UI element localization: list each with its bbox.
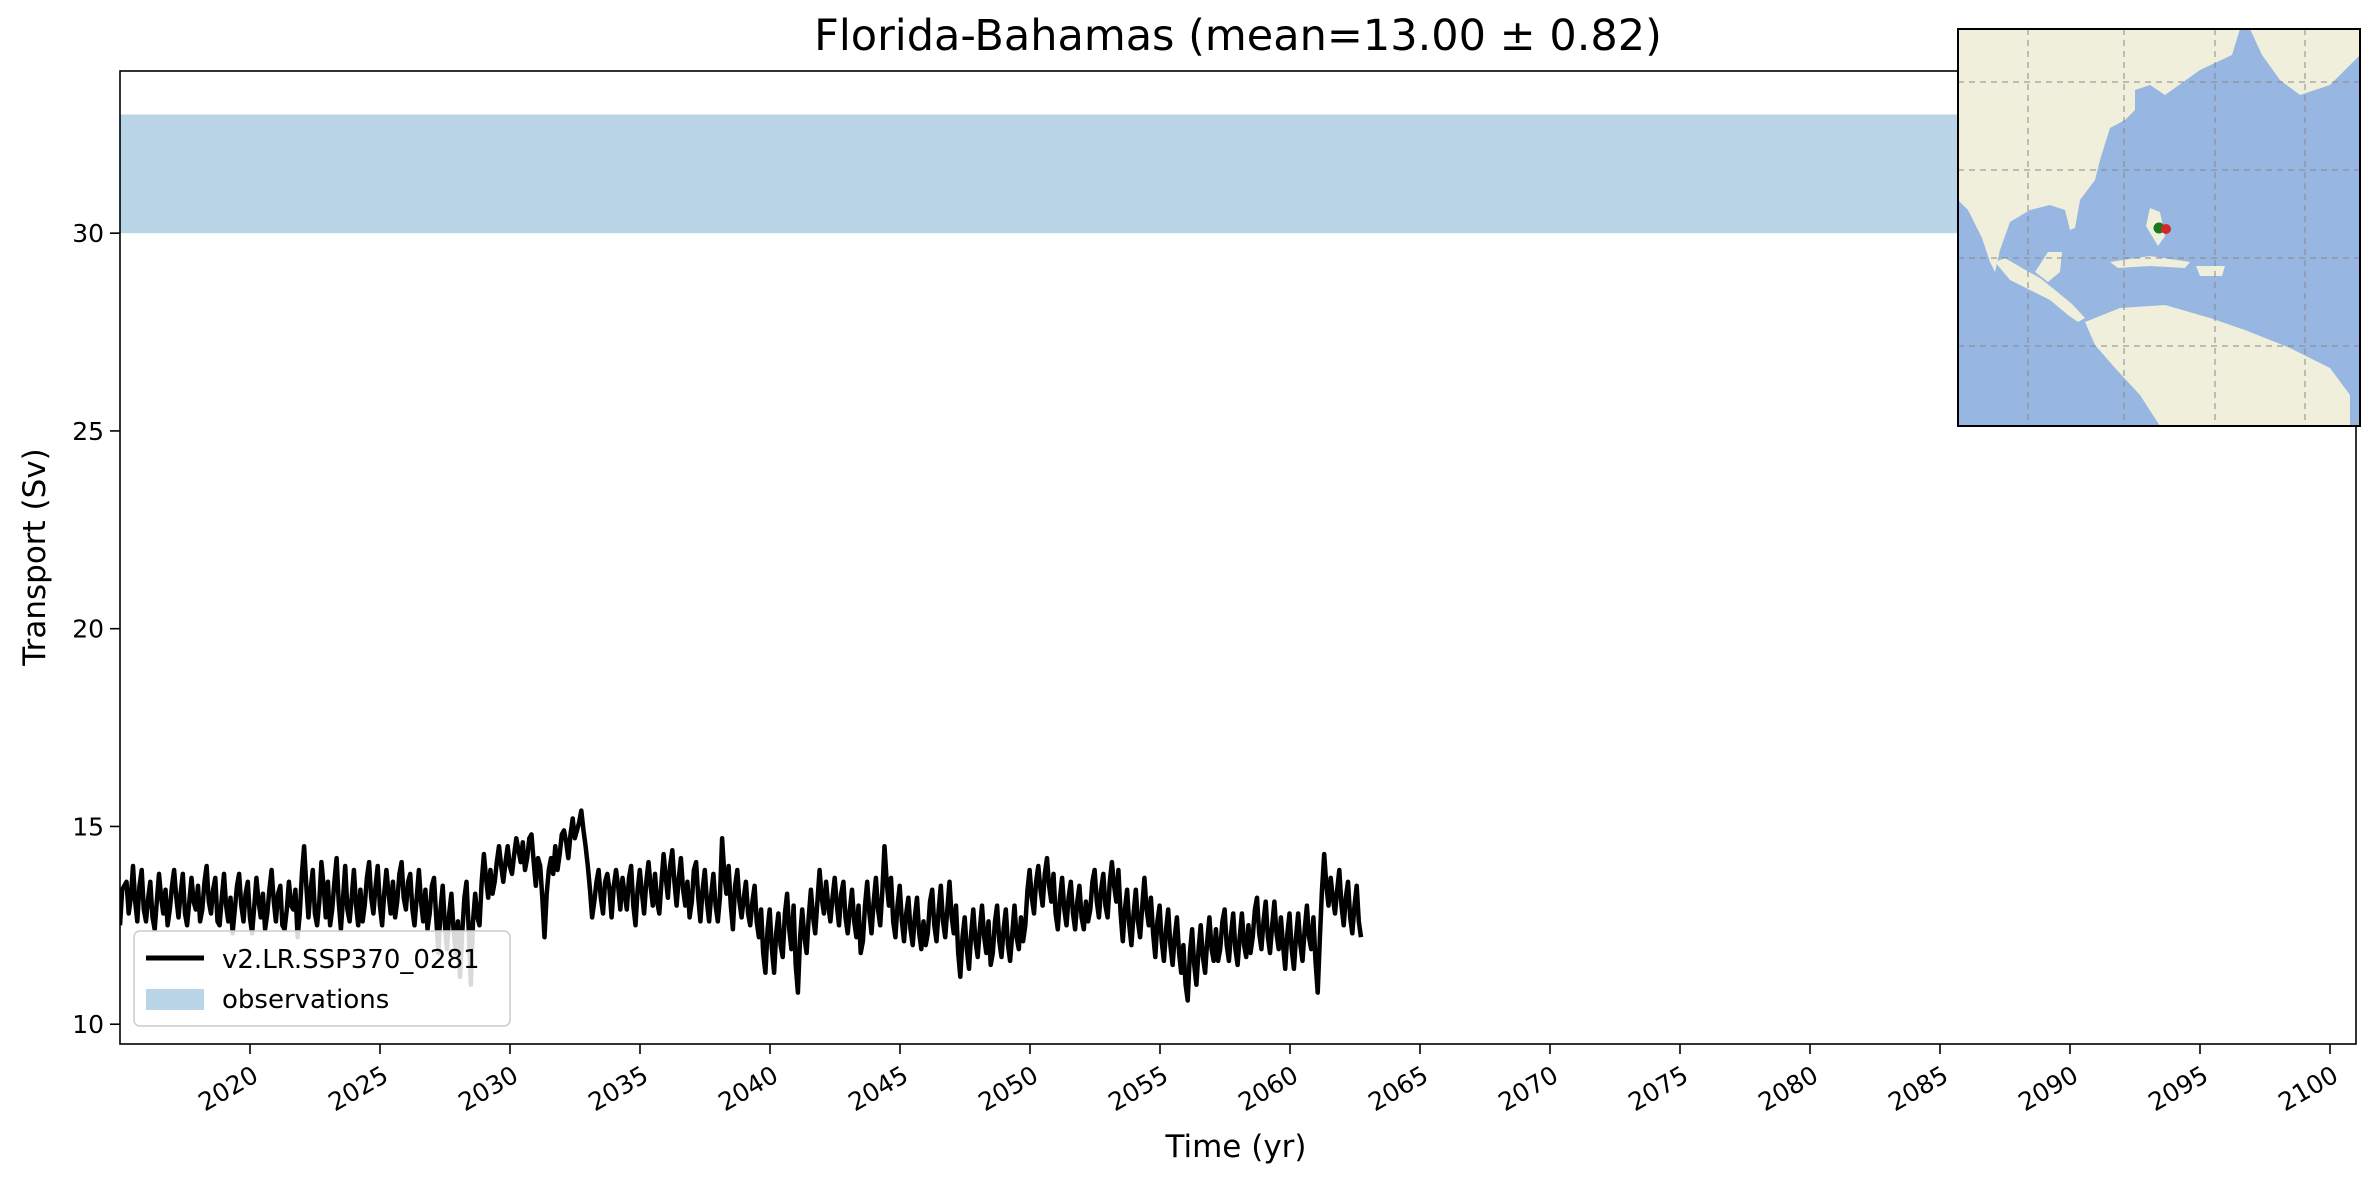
legend-series-label: v2.LR.SSP370_0281 — [222, 945, 480, 975]
x-tick-label: 2035 — [583, 1060, 653, 1117]
x-tick-label: 2055 — [1103, 1060, 1173, 1117]
y-tick-label: 30 — [72, 219, 104, 248]
map-hispaniola — [2196, 266, 2225, 276]
y-tick-label: 10 — [72, 1010, 104, 1039]
x-tick-label: 2040 — [713, 1060, 783, 1117]
map-south-america — [2085, 305, 2350, 426]
map-central-america — [1995, 258, 2085, 322]
x-tick-label: 2020 — [193, 1060, 263, 1117]
plot-frame — [119, 70, 2357, 1045]
legend-observations-swatch — [146, 989, 204, 1010]
series-line — [120, 808, 1364, 1003]
map-marker-east — [2161, 224, 2171, 234]
x-tick-label: 2065 — [1363, 1060, 1433, 1117]
x-tick-label: 2085 — [1883, 1060, 1953, 1117]
x-tick-label: 2030 — [453, 1060, 523, 1117]
x-tick-label: 2050 — [973, 1060, 1043, 1117]
legend: v2.LR.SSP370_0281 observations — [133, 930, 511, 1027]
x-axis-label: Time (yr) — [1165, 1129, 1307, 1165]
x-tick-label: 2095 — [2143, 1060, 2213, 1117]
x-tick-label: 2080 — [1753, 1060, 1823, 1117]
map-yucatan — [2035, 252, 2062, 282]
x-tick-label: 2100 — [2273, 1060, 2343, 1117]
x-tick-label: 2070 — [1493, 1060, 1563, 1117]
y-axis-label: Transport (Sv) — [17, 448, 53, 667]
y-tick-label: 15 — [72, 812, 104, 841]
legend-observations-label: observations — [222, 985, 389, 1015]
chart-title: Florida-Bahamas (mean=13.00 ± 0.82) — [814, 11, 1662, 61]
map-cuba — [2110, 256, 2190, 268]
y-tick-label: 20 — [72, 615, 104, 644]
x-tick-label: 2025 — [323, 1060, 393, 1117]
x-tick-label: 2090 — [2013, 1060, 2083, 1117]
inset-map-frame — [1957, 28, 2361, 427]
x-tick-label: 2075 — [1623, 1060, 1693, 1117]
y-tick-label: 25 — [72, 417, 104, 446]
x-tick-label: 2060 — [1233, 1060, 1303, 1117]
y-axis: 10 15 20 25 30 — [72, 219, 120, 1039]
x-tick-label: 2045 — [843, 1060, 913, 1117]
inset-map — [1958, 29, 2360, 426]
x-axis: 2020 2025 2030 2035 2040 2045 2050 2055 2060 2065… — [193, 1044, 2343, 1117]
map-gridlines — [1958, 29, 2360, 426]
legend-box — [133, 930, 511, 1027]
